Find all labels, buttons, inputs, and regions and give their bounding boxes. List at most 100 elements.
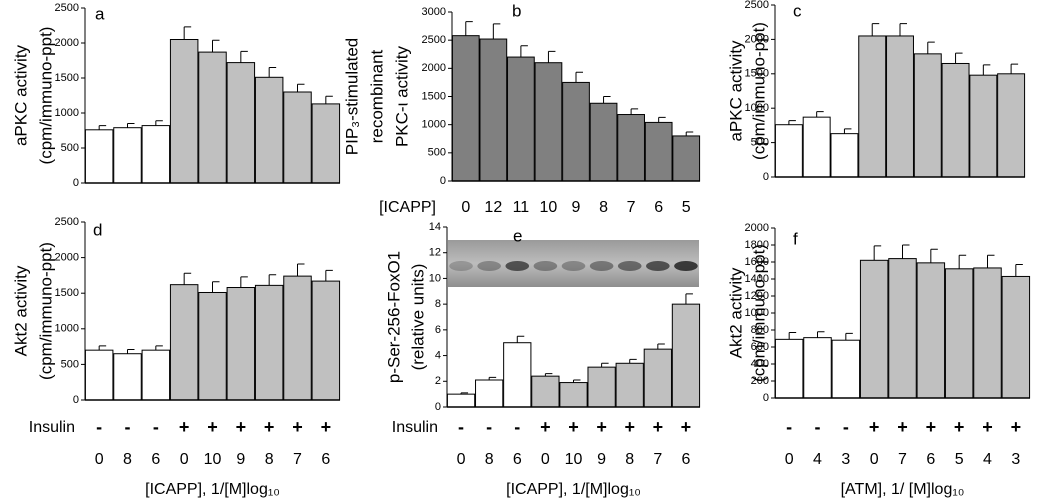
y-tick-label: 2000 — [745, 33, 769, 45]
x-tick-label: 0 — [457, 451, 466, 468]
y-tick-label: 4 — [435, 349, 441, 361]
x-tick-label: 10 — [540, 199, 558, 216]
error-bar — [788, 120, 796, 125]
treatment-sign: - — [815, 417, 821, 437]
x-tick-label: 0 — [180, 451, 189, 468]
error-bar — [268, 67, 277, 78]
error-bar — [685, 131, 694, 136]
error-bar — [927, 41, 935, 54]
error-bar — [460, 392, 469, 395]
y-tick-label: 2000 — [55, 37, 79, 49]
error-bar — [629, 358, 637, 364]
y-axis-label: (relative units) — [408, 264, 427, 371]
y-tick-label: 10 — [429, 272, 441, 284]
blot-band — [449, 261, 473, 271]
bar — [226, 62, 256, 184]
y-tick-label: 1200 — [745, 290, 769, 302]
error-bar — [155, 345, 163, 351]
bar — [774, 124, 803, 178]
bar — [858, 35, 887, 178]
error-bar — [843, 128, 852, 134]
treatment-sign: + — [568, 417, 579, 437]
error-bar — [516, 335, 525, 343]
bar — [644, 121, 673, 182]
error-bar — [212, 281, 220, 293]
error-bar — [982, 64, 991, 76]
error-bar — [958, 254, 967, 269]
bar — [886, 35, 914, 178]
bar — [671, 303, 701, 408]
bar — [534, 62, 563, 182]
treatment-sign: + — [207, 417, 218, 437]
y-tick-label: 2 — [435, 375, 441, 387]
treatment-sign: - — [786, 417, 792, 437]
x-tick-label: 4 — [813, 451, 822, 468]
bar — [589, 102, 618, 182]
error-bar — [817, 331, 825, 338]
x-axis-label: [ICAPP], 1/[M]log₁₀ — [145, 481, 280, 498]
error-bar — [816, 111, 824, 118]
error-bar — [212, 39, 220, 53]
treatment-label: Insulin — [29, 419, 75, 436]
y-tick-label: 1400 — [745, 273, 769, 285]
y-tick-label: 2000 — [745, 222, 769, 234]
error-bar — [268, 274, 277, 286]
bar — [941, 62, 970, 178]
bar — [562, 81, 590, 182]
error-bar — [325, 269, 333, 282]
y-axis-label: (cpm/immuno-ppt) — [749, 244, 768, 382]
bar — [559, 382, 588, 408]
treatment-sign: - — [125, 417, 131, 437]
error-bar — [98, 345, 107, 351]
x-tick-label: 0 — [541, 451, 550, 468]
y-axis-label: Akt2 activity — [11, 265, 30, 356]
error-bar — [871, 23, 880, 36]
x-tick-label: 9 — [572, 199, 581, 216]
error-bar — [240, 276, 248, 288]
treatment-sign: + — [869, 417, 880, 437]
x-tick-label: 8 — [123, 451, 132, 468]
error-bar — [987, 254, 995, 268]
y-tick-label: 12 — [429, 247, 441, 259]
error-bar — [902, 244, 910, 259]
y-tick-label: 0 — [435, 401, 441, 413]
bar — [587, 366, 616, 408]
treatment-sign: + — [954, 417, 965, 437]
y-tick-label: 3000 — [422, 6, 446, 18]
x-tick-label: 6 — [513, 451, 522, 468]
treatment-sign: - — [96, 417, 102, 437]
treatment-sign: - — [514, 417, 520, 437]
y-tick-label: 14 — [429, 221, 441, 233]
x-tick-label: 8 — [599, 199, 608, 216]
bar — [254, 76, 284, 184]
bar — [479, 38, 508, 182]
y-tick-label: 1500 — [745, 68, 769, 80]
error-bar — [183, 272, 192, 285]
error-bar — [930, 248, 938, 263]
y-tick-label: 1000 — [55, 107, 79, 119]
y-axis-label: Akt2 activity — [726, 267, 745, 358]
y-axis-label: aPKC activity — [726, 40, 745, 142]
bar — [283, 91, 312, 184]
y-tick-label: 2000 — [55, 252, 79, 264]
y-tick-label: 2500 — [55, 2, 79, 14]
y-tick-label: 1000 — [55, 323, 79, 335]
panel-label: b — [512, 1, 521, 20]
error-bar — [325, 95, 333, 104]
y-axis-label: (cpm/immuno-ppt) — [36, 27, 55, 165]
y-axis-label: recombinant — [367, 49, 386, 143]
treatment-sign: + — [681, 417, 692, 437]
y-tick-label: 1500 — [55, 287, 79, 299]
x-tick-label: 0 — [95, 451, 104, 468]
error-bar — [575, 71, 583, 83]
bar — [944, 268, 974, 399]
blot-band — [533, 261, 558, 271]
bar — [916, 262, 946, 399]
x-tick-label: 4 — [983, 451, 992, 468]
error-bar — [465, 21, 473, 36]
y-axis-label: p-Ser-256-FoxO1 — [384, 251, 403, 383]
error-bar — [845, 332, 853, 341]
y-tick-label: 400 — [751, 358, 769, 370]
y-tick-label: 1800 — [745, 239, 769, 251]
x-tick-label: 8 — [625, 451, 634, 468]
